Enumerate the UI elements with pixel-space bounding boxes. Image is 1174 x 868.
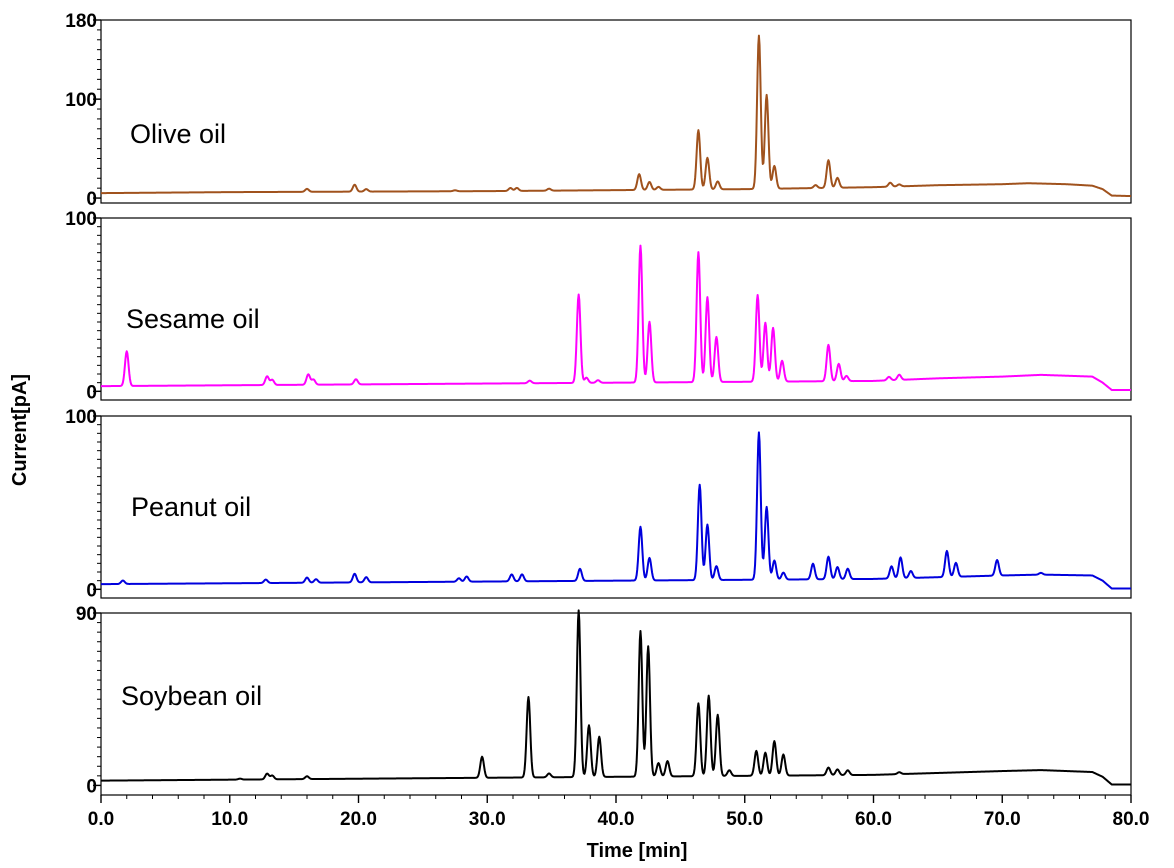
x-tick-label: 0.0 xyxy=(88,809,114,830)
y-tick-label: 180 xyxy=(65,11,97,32)
trace-panel: 0 90 Soybean oil xyxy=(76,604,1132,797)
trace-line xyxy=(100,609,1132,786)
trace-panel: 0 100 Peanut oil xyxy=(65,407,1132,601)
trace-name-label: Sesame oil xyxy=(126,304,260,334)
trace-line xyxy=(100,431,1132,590)
trace-line xyxy=(100,34,1132,198)
x-tick-label: 30.0 xyxy=(469,809,506,830)
y-tick-label: 0 xyxy=(86,580,97,601)
x-tick-label: 60.0 xyxy=(855,809,892,830)
panel-frame xyxy=(100,217,1132,401)
trace-line xyxy=(100,244,1132,391)
y-tick-label: 0 xyxy=(86,776,97,797)
x-tick-label: 50.0 xyxy=(726,809,763,830)
trace-panel: 0 100 180 Olive oil xyxy=(65,11,1132,210)
x-tick-label: 70.0 xyxy=(984,809,1021,830)
y-tick-label: 100 xyxy=(65,209,97,230)
trace-name-label: Peanut oil xyxy=(131,492,251,522)
y-tick-label: 100 xyxy=(65,90,97,111)
trace-name-label: Soybean oil xyxy=(121,681,262,711)
trace-name-label: Olive oil xyxy=(130,119,226,149)
panel-frame xyxy=(100,19,1132,204)
y-tick-label: 0 xyxy=(86,382,97,403)
x-tick-label: 20.0 xyxy=(340,809,377,830)
y-tick-label: 90 xyxy=(76,604,97,625)
y-tick-label: 0 xyxy=(86,189,97,210)
trace-panel: 0 100 Sesame oil xyxy=(65,209,1132,403)
y-tick-label: 100 xyxy=(65,407,97,428)
x-tick-label: 40.0 xyxy=(598,809,635,830)
y-axis-title: Current[pA] xyxy=(9,374,31,486)
x-tick-label: 10.0 xyxy=(211,809,248,830)
panel-frame xyxy=(100,415,1132,599)
x-axis-title: Time [min] xyxy=(587,840,688,862)
x-tick-label: 80.0 xyxy=(1113,809,1150,830)
